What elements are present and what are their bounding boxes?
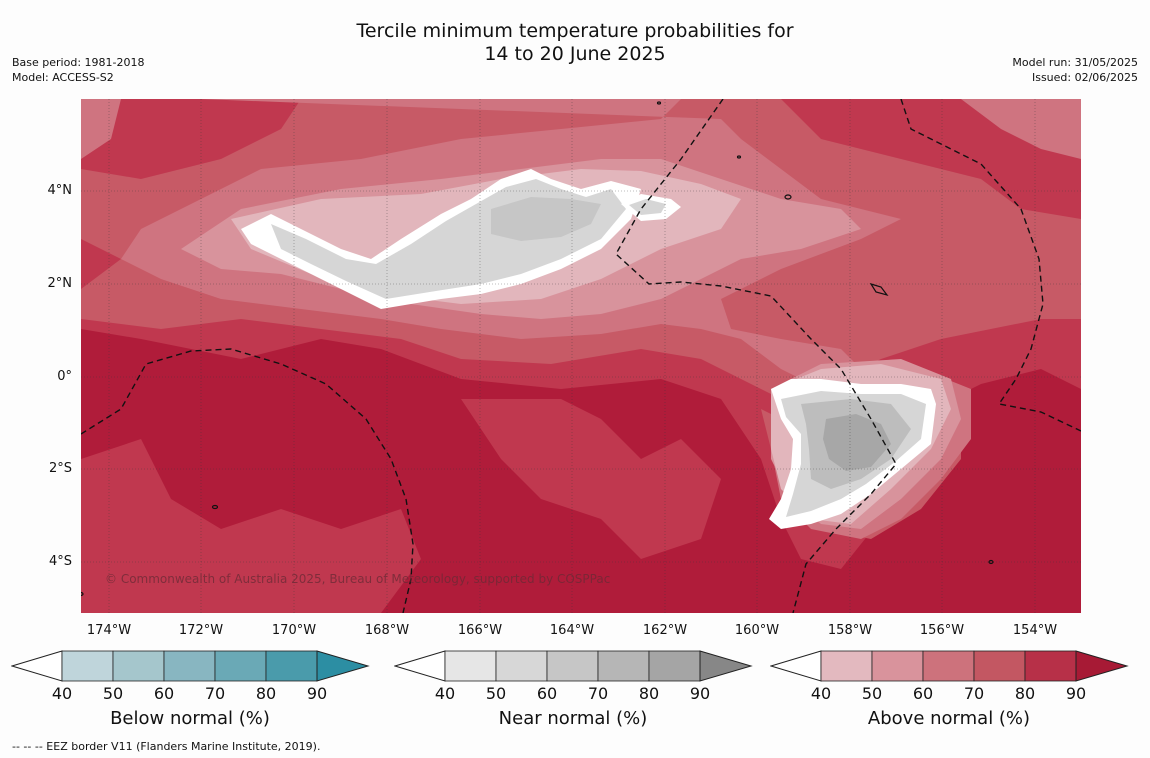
probability-map bbox=[81, 99, 1081, 613]
lon-label-174w: 174°W bbox=[86, 623, 132, 638]
colorbar-below-seg-80 bbox=[265, 650, 318, 682]
meta-left: Base period: 1981-2018 Model: ACCESS-S2 bbox=[12, 55, 144, 85]
band-above-80c bbox=[461, 399, 721, 559]
lon-label-166w: 166°W bbox=[457, 623, 503, 638]
cb-above-tick: 90 bbox=[1065, 684, 1087, 703]
cb-above-tick: 60 bbox=[912, 684, 934, 703]
map-title-line1: Tercile minimum temperature probabilitie… bbox=[356, 20, 794, 42]
cb-below-tick: 70 bbox=[204, 684, 226, 703]
colorbar-above-seg-40 bbox=[820, 650, 873, 682]
colorbar-above-seg-50 bbox=[871, 650, 924, 682]
cb-above-tick: 70 bbox=[963, 684, 985, 703]
lat-label-0: 0° bbox=[57, 369, 72, 384]
cb-near-tick: 70 bbox=[587, 684, 609, 703]
eez-borders bbox=[81, 99, 1081, 613]
cb-below-tick: 60 bbox=[153, 684, 175, 703]
cb-above-tick: 80 bbox=[1014, 684, 1036, 703]
colorbar-above-low-arrow bbox=[770, 650, 822, 682]
lat-label-4s: 4°S bbox=[48, 554, 72, 569]
lon-label-172w: 172°W bbox=[178, 623, 224, 638]
colorbar-below-normal bbox=[11, 650, 370, 682]
colorbar-title-above: Above normal (%) bbox=[867, 708, 1031, 729]
eez-footnote: -- -- -- EEZ border V11 (Flanders Marine… bbox=[12, 740, 321, 753]
colorbar-above-high-arrow bbox=[1075, 650, 1129, 682]
colorbar-title-near: Near normal (%) bbox=[498, 708, 648, 729]
cb-below-tick: 40 bbox=[51, 684, 73, 703]
lon-label-156w: 156°W bbox=[919, 623, 965, 638]
map-title-line2: 14 to 20 June 2025 bbox=[484, 43, 666, 65]
near-normal-north-islet-fill bbox=[629, 199, 666, 215]
lon-label-170w: 170°W bbox=[271, 623, 317, 638]
meta-right: Model run: 31/05/2025 Issued: 02/06/2025 bbox=[1012, 55, 1138, 85]
lon-label-158w: 158°W bbox=[827, 623, 873, 638]
near-normal-east-60 bbox=[823, 414, 891, 471]
lat-label-2n: 2°N bbox=[47, 276, 73, 291]
colorbar-below-seg-70 bbox=[214, 650, 267, 682]
colorbar-near-low-arrow bbox=[394, 650, 446, 682]
copyright-note: © Commonwealth of Australia 2025, Bureau… bbox=[105, 572, 611, 586]
model-run: Model run: 31/05/2025 bbox=[1012, 56, 1138, 69]
colorbar-near-seg-40 bbox=[444, 650, 497, 682]
issued-date: Issued: 02/06/2025 bbox=[1031, 71, 1138, 84]
colorbar-title-below: Below normal (%) bbox=[110, 708, 270, 729]
cb-near-tick: 40 bbox=[434, 684, 456, 703]
lon-label-154w: 154°W bbox=[1012, 623, 1058, 638]
model-name: Model: ACCESS-S2 bbox=[12, 71, 114, 84]
lat-label-4n: 4°N bbox=[47, 183, 73, 198]
islands bbox=[81, 101, 994, 597]
band-above-60c bbox=[961, 99, 1081, 159]
colorbar-below-seg-50 bbox=[112, 650, 165, 682]
lon-label-162w: 162°W bbox=[642, 623, 688, 638]
near-normal-north-50 bbox=[491, 197, 601, 241]
cb-above-tick: 40 bbox=[810, 684, 832, 703]
cb-near-tick: 50 bbox=[485, 684, 507, 703]
colorbar-above-seg-70 bbox=[973, 650, 1026, 682]
cb-near-tick: 90 bbox=[689, 684, 711, 703]
cb-below-tick: 90 bbox=[306, 684, 328, 703]
lon-label-168w: 168°W bbox=[364, 623, 410, 638]
colorbar-below-seg-40 bbox=[61, 650, 114, 682]
colorbar-above-seg-80 bbox=[1024, 650, 1077, 682]
cb-near-tick: 60 bbox=[536, 684, 558, 703]
colorbar-near-seg-50 bbox=[495, 650, 548, 682]
colorbar-near-normal bbox=[394, 650, 753, 682]
cb-above-tick: 50 bbox=[861, 684, 883, 703]
colorbar-above-seg-60 bbox=[922, 650, 975, 682]
colorbar-near-seg-70 bbox=[597, 650, 650, 682]
colorbar-below-seg-60 bbox=[163, 650, 216, 682]
lon-label-164w: 164°W bbox=[549, 623, 595, 638]
colorbar-above-normal bbox=[770, 650, 1129, 682]
colorbar-below-high-arrow bbox=[316, 650, 370, 682]
cb-below-tick: 80 bbox=[255, 684, 277, 703]
cb-below-tick: 50 bbox=[102, 684, 124, 703]
colorbar-below-low-arrow bbox=[11, 650, 63, 682]
colorbar-near-seg-80 bbox=[648, 650, 701, 682]
cb-near-tick: 80 bbox=[638, 684, 660, 703]
band-above-80b bbox=[81, 439, 421, 613]
colorbar-near-seg-60 bbox=[546, 650, 599, 682]
lat-label-2s: 2°S bbox=[48, 461, 72, 476]
base-period: Base period: 1981-2018 bbox=[12, 56, 145, 69]
colorbar-near-high-arrow bbox=[699, 650, 753, 682]
lon-label-160w: 160°W bbox=[734, 623, 780, 638]
